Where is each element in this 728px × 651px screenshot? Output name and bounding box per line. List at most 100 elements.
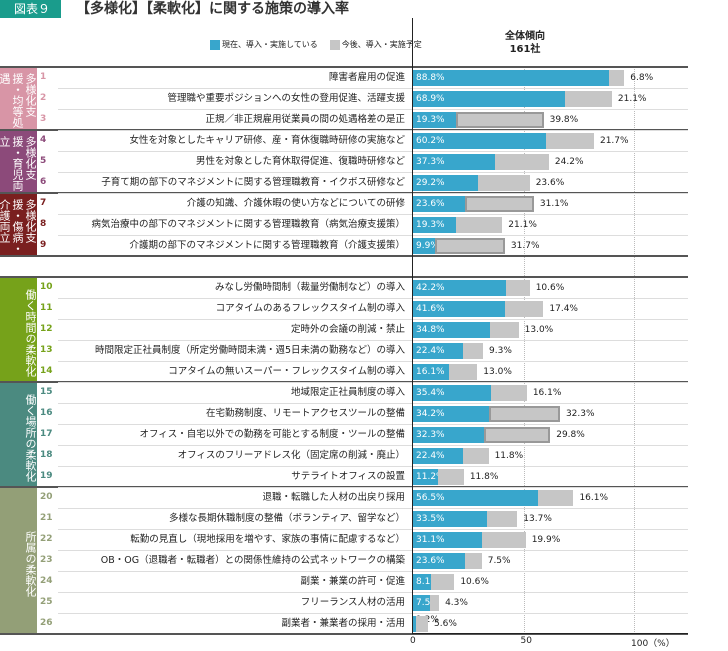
bar-current: 29.2% xyxy=(413,174,478,191)
item-number: 9 xyxy=(40,240,47,250)
item-label: オフィス・自宅以外での勤務を可能とする制度・ツールの整備 xyxy=(139,429,405,440)
bar-planned xyxy=(429,594,440,611)
bar-current: 23.6% xyxy=(413,552,466,569)
bar-planned xyxy=(481,531,526,548)
bar-current: 19.3% xyxy=(413,216,456,233)
item-number: 2 xyxy=(40,93,47,103)
row-divider xyxy=(58,361,688,362)
item-number: 8 xyxy=(40,219,47,229)
item-number: 26 xyxy=(40,618,53,628)
column-header-title: 全体傾向 xyxy=(505,31,545,42)
bar-current: 23.6% xyxy=(413,195,466,212)
item-label: OB・OG（退職者・転職者）との関係性維持の公式ネットワークの構築 xyxy=(100,555,405,566)
legend-label-planned: 今後、導入・実施予定 xyxy=(341,40,422,49)
item-label: 子育て期の部下のマネジメントに関する管理職教育・イクボス研修など xyxy=(101,177,405,188)
item-number: 7 xyxy=(40,198,47,208)
value-label-planned: 31.7% xyxy=(510,240,540,251)
item-label: 多様な長期休職制度の整備（ボランティア、留学など） xyxy=(169,513,405,524)
item-label: 病気治療中の部下のマネジメントに関する管理職教育（病気治療支援策） xyxy=(91,219,405,230)
x-tick-label: 50 xyxy=(520,636,532,646)
group-separator xyxy=(0,276,688,278)
legend-swatch-current xyxy=(210,39,220,50)
item-label: 時間限定正社員制度（所定労働時間未満・週5日未満の勤務など）の導入 xyxy=(94,345,405,356)
row-divider xyxy=(58,403,688,404)
row-divider xyxy=(58,235,688,236)
value-label-planned: 13.0% xyxy=(524,324,554,335)
legend-current: 現在、導入・実施している xyxy=(210,39,318,50)
bar-planned xyxy=(448,363,478,380)
item-number: 12 xyxy=(40,324,53,334)
group-separator xyxy=(0,633,688,635)
group-label: 働く場所の柔軟化 xyxy=(0,382,37,487)
bar-current: 56.5% xyxy=(413,489,538,506)
bar-current: 42.2% xyxy=(413,279,507,296)
value-label-planned: 7.5% xyxy=(487,555,511,566)
row-divider xyxy=(58,592,688,593)
x-tick-label: 0 xyxy=(410,636,416,646)
bar-current: 16.1% xyxy=(413,363,449,380)
item-number: 25 xyxy=(40,597,53,607)
row-divider xyxy=(58,151,688,152)
x-tick-label: 100（%） xyxy=(631,639,675,649)
item-label: 定時外の会議の削減・禁止 xyxy=(290,324,405,335)
value-label-planned: 11.8% xyxy=(494,450,524,461)
row-divider xyxy=(58,571,688,572)
item-number: 22 xyxy=(40,534,53,544)
value-label-planned: 6.8% xyxy=(630,72,654,83)
bar-planned xyxy=(415,615,429,632)
x-axis xyxy=(412,633,688,634)
bar-current: 22.4% xyxy=(413,342,463,359)
bar-planned xyxy=(565,90,612,107)
bar-planned xyxy=(506,279,530,296)
group-separator xyxy=(0,66,688,68)
value-label-planned: 11.8% xyxy=(469,471,499,482)
bar-current: 68.9% xyxy=(413,90,566,107)
item-number: 20 xyxy=(40,492,53,502)
row-divider xyxy=(58,424,688,425)
item-label: 転勤の見直し（現地採用を増やす、家族の事情に配慮するなど） xyxy=(130,534,405,545)
item-number: 19 xyxy=(40,471,53,481)
item-label: 在宅勤務制度、リモートアクセスツールの整備 xyxy=(205,408,405,419)
item-label: コアタイムのあるフレックスタイム制の導入 xyxy=(215,303,405,314)
item-label: 障害者雇用の促進 xyxy=(328,72,405,83)
value-label-planned: 5.6% xyxy=(434,618,457,629)
item-number: 14 xyxy=(40,366,53,376)
legend-label-current: 現在、導入・実施している xyxy=(222,40,318,49)
bar-planned xyxy=(462,342,484,359)
value-label-planned: 17.4% xyxy=(549,303,578,314)
row-divider xyxy=(58,466,688,467)
value-label-planned: 16.1% xyxy=(579,492,609,503)
row-divider xyxy=(58,109,688,110)
value-label-planned: 29.8% xyxy=(556,429,585,440)
bar-current: 37.3% xyxy=(413,153,496,170)
value-label-planned: 4.3% xyxy=(445,597,468,608)
value-label-planned: 32.3% xyxy=(565,408,595,419)
gridline-100 xyxy=(634,67,635,634)
bar-planned xyxy=(487,510,518,527)
row-divider xyxy=(58,550,688,551)
item-number: 23 xyxy=(40,555,53,565)
item-label: 男性を対象とした育休取得促進、復職時研修など xyxy=(195,156,405,167)
bar-current: 34.8% xyxy=(413,321,490,338)
value-label-planned: 39.8% xyxy=(549,114,579,125)
bar-planned xyxy=(465,195,534,212)
bar-planned xyxy=(430,573,455,590)
item-number: 15 xyxy=(40,387,53,397)
item-number: 17 xyxy=(40,429,53,439)
bar-planned xyxy=(455,111,544,128)
bar-planned xyxy=(437,468,464,485)
value-label-planned: 21.1% xyxy=(508,219,537,230)
bar-planned xyxy=(609,69,625,86)
row-divider xyxy=(58,88,688,89)
bar-planned xyxy=(546,132,594,149)
group-label: 所属の柔軟化 xyxy=(0,487,37,634)
row-divider xyxy=(58,529,688,530)
chart-zero-line xyxy=(412,18,413,634)
value-label-planned: 13.7% xyxy=(523,513,552,524)
bar-planned xyxy=(465,552,482,569)
value-label-planned: 21.7% xyxy=(599,135,629,146)
row-divider xyxy=(58,382,688,383)
row-divider xyxy=(58,298,688,299)
item-label: 副業・兼業の許可・促進 xyxy=(300,576,405,587)
